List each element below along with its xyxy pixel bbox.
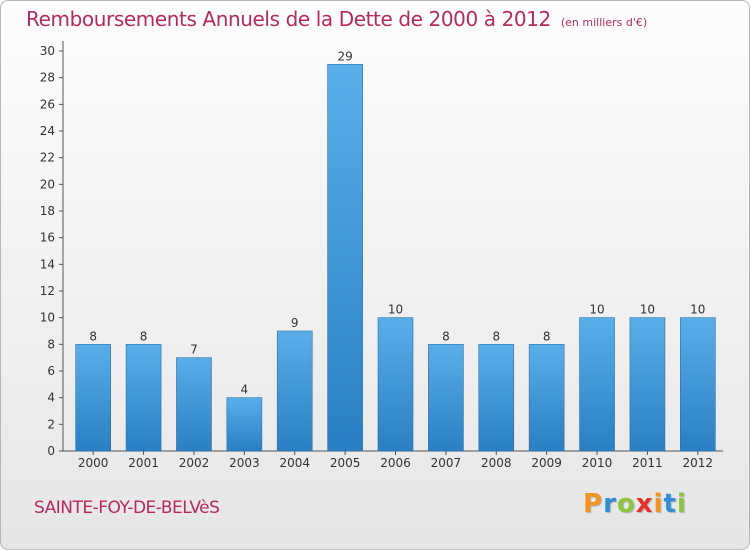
logo-letter: o — [616, 489, 636, 519]
proxiti-logo: Proxiti — [583, 489, 687, 519]
x-tick-label: 2005 — [330, 456, 361, 470]
value-label: 10 — [388, 303, 403, 317]
x-tick-label: 2001 — [128, 456, 159, 470]
bar-2011 — [629, 317, 666, 452]
y-tick-label: 14 — [40, 257, 55, 271]
y-tick-label: 8 — [47, 337, 55, 351]
bar-2006 — [377, 317, 414, 452]
x-tick-label: 2002 — [179, 456, 210, 470]
x-tick-label: 2004 — [279, 456, 310, 470]
x-tick-label: 2007 — [431, 456, 462, 470]
y-tick-label: 0 — [47, 444, 55, 458]
y-tick-label: 18 — [40, 204, 55, 218]
chart-title: Remboursements Annuels de la Dette de 20… — [26, 7, 551, 31]
location-label: SAINTE-FOY-DE-BELVèS — [34, 498, 220, 518]
x-tick-label: 2011 — [632, 456, 663, 470]
y-tick-label: 4 — [47, 391, 55, 405]
y-tick-label: 20 — [40, 177, 55, 191]
bar-2005 — [327, 64, 363, 452]
y-tick-label: 24 — [40, 124, 55, 138]
chart-subtitle: (en milliers d'€) — [560, 16, 648, 29]
x-tick-label: 2010 — [582, 456, 613, 470]
y-tick-label: 12 — [40, 284, 55, 298]
bar-2001 — [125, 344, 162, 452]
y-tick-label: 28 — [40, 71, 55, 85]
logo-letter: t — [663, 489, 677, 519]
value-label: 8 — [442, 329, 450, 343]
logo-letter: r — [603, 489, 617, 519]
bar-2007 — [428, 344, 464, 452]
x-tick-label: 2008 — [481, 456, 512, 470]
x-tick-label: 2006 — [380, 456, 411, 470]
x-tick-label: 2012 — [683, 456, 714, 470]
bar-2000 — [75, 344, 111, 452]
value-label: 8 — [89, 329, 97, 343]
bar-2004 — [276, 330, 313, 452]
value-label: 8 — [492, 329, 500, 343]
y-tick-label: 6 — [47, 364, 55, 378]
y-tick-label: 2 — [47, 417, 55, 431]
y-tick-label: 16 — [40, 231, 55, 245]
bar-2008 — [478, 344, 515, 452]
y-tick-label: 26 — [40, 97, 55, 111]
x-tick-label: 2009 — [531, 456, 562, 470]
logo-letter: i — [653, 489, 664, 519]
bar-2003 — [226, 397, 263, 452]
bars: 8 2000 8 2001 7 2002 4 2003 9 2004 29 2005 10 2006 8 20… — [75, 49, 716, 470]
value-label: 9 — [291, 316, 299, 330]
value-label: 10 — [640, 303, 655, 317]
y-tick-label: 10 — [40, 311, 55, 325]
value-label: 10 — [690, 303, 705, 317]
logo-letter: x — [635, 489, 654, 519]
bar-2002 — [176, 357, 212, 452]
bar-2010 — [579, 317, 615, 452]
logo-letter: i — [676, 489, 687, 519]
x-tick-label: 2003 — [229, 456, 260, 470]
value-label: 8 — [140, 329, 148, 343]
logo-letter: P — [583, 489, 604, 519]
value-label: 10 — [589, 303, 604, 317]
chart-title-block: Remboursements Annuels de la Dette de 20… — [26, 7, 647, 31]
bar-2012 — [680, 317, 716, 452]
value-label: 29 — [337, 49, 352, 63]
bar-2009 — [528, 344, 565, 452]
value-label: 7 — [190, 343, 198, 357]
y-tick-label: 30 — [40, 44, 55, 58]
y-tick-label: 22 — [40, 151, 55, 165]
x-tick-label: 2000 — [78, 456, 109, 470]
value-label: 4 — [241, 383, 249, 397]
value-label: 8 — [543, 329, 551, 343]
